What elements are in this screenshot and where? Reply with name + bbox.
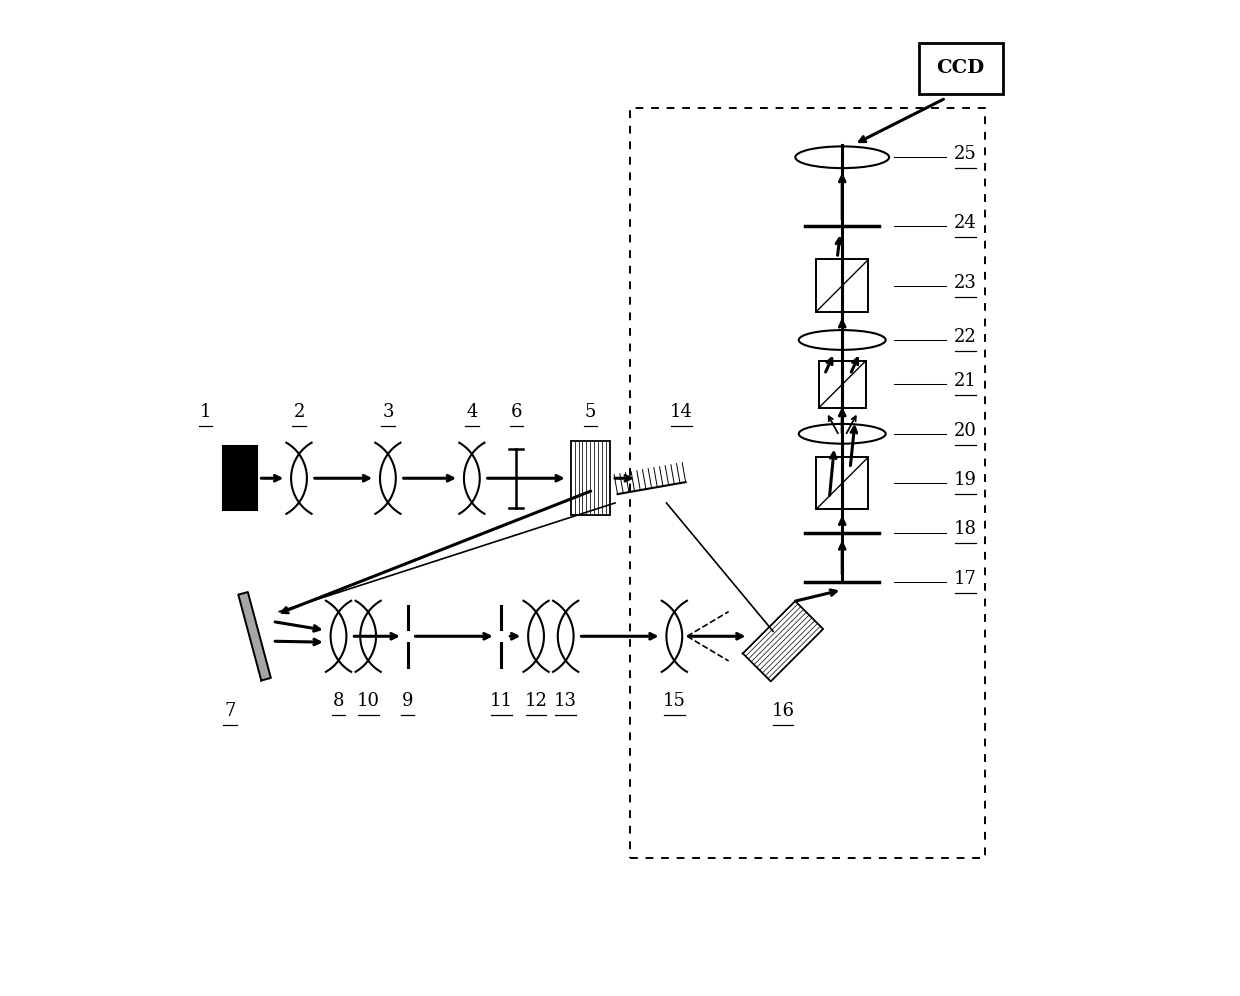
Text: 17: 17 <box>955 570 977 588</box>
Text: 14: 14 <box>670 403 693 421</box>
Text: 20: 20 <box>955 421 977 439</box>
Text: 6: 6 <box>511 403 522 421</box>
Text: CCD: CCD <box>936 60 985 78</box>
Bar <box>223 446 257 510</box>
Text: 22: 22 <box>955 328 977 346</box>
Polygon shape <box>238 592 270 680</box>
Bar <box>818 361 866 408</box>
Text: 1: 1 <box>200 403 211 421</box>
Bar <box>630 108 986 859</box>
Text: 18: 18 <box>955 521 977 539</box>
Bar <box>816 457 868 509</box>
Text: 2: 2 <box>294 403 305 421</box>
Text: 24: 24 <box>955 214 977 232</box>
Text: 23: 23 <box>955 274 977 292</box>
Text: 12: 12 <box>525 692 548 710</box>
Text: 21: 21 <box>955 373 977 390</box>
Text: 5: 5 <box>585 403 596 421</box>
Bar <box>919 43 1003 94</box>
Text: 13: 13 <box>554 692 577 710</box>
Text: 7: 7 <box>224 702 236 720</box>
Bar <box>570 441 610 515</box>
Text: 16: 16 <box>771 702 795 720</box>
Text: 4: 4 <box>466 403 477 421</box>
Text: 3: 3 <box>382 403 393 421</box>
Text: 11: 11 <box>490 692 513 710</box>
Bar <box>816 260 868 312</box>
Text: 10: 10 <box>357 692 379 710</box>
Text: 25: 25 <box>955 145 977 163</box>
Text: 19: 19 <box>955 471 977 489</box>
Text: 9: 9 <box>402 692 413 710</box>
Text: 15: 15 <box>663 692 686 710</box>
Text: 8: 8 <box>332 692 345 710</box>
